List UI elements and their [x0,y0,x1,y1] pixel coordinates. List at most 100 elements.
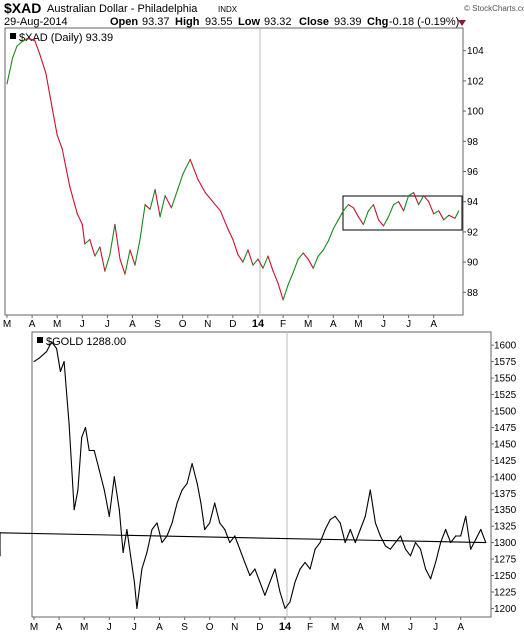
xad-segment [119,258,126,275]
gold-y-tick-label: 1300 [494,538,517,549]
gold-segment [77,436,83,491]
xad-line [6,38,460,301]
gold-segment [161,535,168,544]
gold-x-tick-label: A [56,622,63,633]
xad-x-tick-label: N [204,319,211,330]
xad-segment [6,57,14,85]
xad-segment [81,223,86,245]
xad-segment [382,216,390,227]
xad-x-tick-label: J [381,319,386,330]
gold-segment [68,423,75,511]
xad-segment [189,158,199,180]
gold-segment [136,568,143,609]
gold-x-axis: M A M J J A S O N D 14 F M A M J J A [30,617,464,633]
high-label: High [175,16,200,28]
xad-segment [237,254,244,263]
xad-segment [56,134,63,150]
legend-swatch-icon [10,33,16,39]
gold-x-tick-label: 14 [279,621,292,633]
xad-y-tick-label: 102 [467,76,484,87]
gold-x-tick-label: A [156,622,163,633]
gold-segment [384,545,391,550]
gold-x-tick-label: J [107,622,112,633]
gold-segment [445,528,452,544]
gold-y-axis: 1200 1225 1250 1275 1300 1325 1350 1375 1400 1425… [491,341,517,615]
gold-segment [224,528,231,544]
gold-segment [56,347,61,373]
xad-segment [170,189,179,209]
gold-segment [126,528,132,557]
xad-segment [277,282,284,301]
gold-segment [319,528,326,544]
xad-x-tick-label: 14 [252,318,265,330]
gold-x-tick-label: O [206,622,214,633]
xad-segment [322,240,329,251]
gold-segment [414,542,422,550]
gold-segment [394,535,402,544]
gold-y-tick-label: 1550 [494,374,517,385]
xad-segment [247,249,254,266]
gold-segment [329,515,336,521]
gold-segment [33,357,40,363]
gold-segment [354,528,361,544]
xad-segment [267,255,274,272]
xad-segment [139,204,146,241]
gold-segment [196,482,202,504]
xad-x-tick-label: A [129,319,136,330]
xad-segment [204,192,214,203]
gold-segment [254,568,261,583]
gold-y-tick-label: 1350 [494,505,517,516]
gold-segment [45,341,53,353]
gold-segment [200,502,206,531]
low-value: 93.32 [264,16,292,28]
low-label: Low [238,16,260,28]
xad-y-tick-label: 98 [467,137,479,148]
gold-segment [186,463,193,484]
gold-segment [239,548,246,563]
gold-segment [171,502,178,524]
gold-y-tick-label: 1475 [494,423,517,434]
gold-segment [63,361,70,425]
gold-segment [374,522,381,537]
gold-y-tick-label: 1600 [494,341,517,352]
xad-x-tick-label: J [80,319,85,330]
xad-segment [182,158,191,176]
xad-segment [34,39,41,55]
gold-line [0,341,487,609]
xad-segment [342,204,349,212]
gold-y-tick-label: 1525 [494,390,517,401]
xad-segment [104,254,111,272]
high-value: 93.55 [205,16,233,28]
chg-label: Chg [367,16,388,28]
legend-swatch-icon [37,337,43,343]
xad-segment [134,238,141,266]
xad-segment [124,249,131,275]
xad-x-tick-label: A [29,319,36,330]
xad-segment [197,178,206,194]
open-value: 93.37 [142,16,170,28]
xad-segment [212,201,221,212]
header-name: Australian Dollar - Philadelphia [47,3,198,15]
gold-segment [73,489,79,511]
xad-x-tick-label: M [304,319,312,330]
xad-segment [312,255,319,269]
gold-x-tick-label: J [408,622,413,633]
xad-segment [94,246,101,257]
gold-x-tick-label: F [307,622,313,633]
gold-segment [344,528,351,544]
xad-y-tick-label: 104 [467,46,484,57]
xad-segment [11,45,18,59]
gold-y-tick-label: 1375 [494,489,517,500]
xad-segment [392,201,400,206]
xad-x-tick-label: M [3,319,11,330]
gold-x-tick-label: A [457,622,464,633]
gold-segment [465,515,472,550]
xad-segment [377,219,385,227]
xad-segment [367,204,375,212]
header-symbol: $XAD [4,0,41,16]
gold-segment [181,482,188,491]
gold-segment [118,509,124,554]
gold-segment [38,351,48,359]
gold-segment [108,476,115,517]
xad-x-axis: M A M J J A S O N D 14 F M A M J J A [3,315,437,330]
